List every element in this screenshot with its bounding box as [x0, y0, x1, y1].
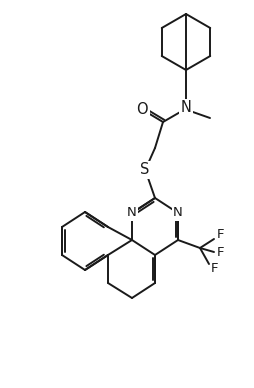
Text: O: O — [136, 102, 148, 118]
Text: N: N — [127, 206, 137, 220]
Text: N: N — [181, 100, 192, 116]
Text: S: S — [140, 163, 150, 177]
Text: F: F — [216, 246, 224, 258]
Text: N: N — [173, 206, 183, 220]
Text: F: F — [211, 262, 219, 274]
Text: F: F — [216, 229, 224, 241]
